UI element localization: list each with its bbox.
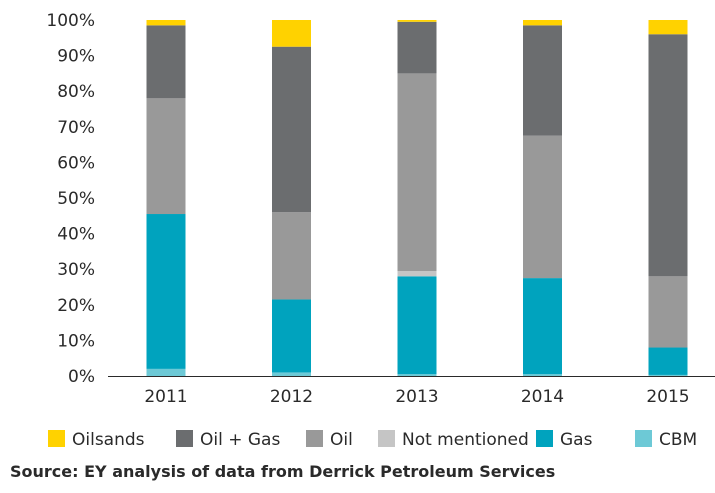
legend-item: Gas [536, 430, 593, 450]
legend-label: Oilsands [72, 430, 145, 450]
bar-segment-oil-gas-2011 [146, 25, 186, 99]
bar-segment-oil-gas-2014 [523, 25, 562, 136]
legend-label: CBM [659, 430, 697, 450]
y-tick-label: 90% [57, 47, 95, 67]
y-tick-label: 20% [57, 296, 95, 316]
legend-swatch [635, 430, 652, 447]
bar-segment-gas-2013 [397, 276, 437, 375]
bar-segment-oil-gas-2013 [397, 21, 437, 74]
y-tick-label: 40% [57, 225, 95, 245]
y-tick-label: 10% [57, 331, 95, 351]
legend-swatch [306, 430, 323, 447]
bar-segment-cbm-2011 [146, 368, 186, 376]
source-note: Source: EY analysis of data from Derrick… [10, 462, 556, 481]
bar-stack-2014 [523, 20, 562, 376]
legend-swatch [536, 430, 553, 447]
bar-segment-gas-2012 [272, 299, 311, 373]
legend-item: CBM [635, 430, 697, 450]
legend-label: Not mentioned [402, 430, 529, 450]
x-axis-ticks: 2011 2012 2013 2014 2015 [144, 387, 689, 407]
bar-segment-oilsands-2014 [523, 20, 562, 26]
bar-stack-2013 [397, 20, 437, 376]
bar-segment-oilsands-2011 [146, 20, 186, 26]
x-tick-label: 2013 [395, 387, 438, 407]
legend-item: Oilsands [48, 430, 145, 450]
legend-label: Gas [560, 430, 593, 450]
bar-segment-oil-2014 [523, 135, 562, 279]
y-axis-ticks: 0% 10% 20% 30% 40% 50% 60% 70% 80% 90% 100% [46, 11, 95, 387]
bar-segment-oilsands-2012 [272, 20, 311, 47]
y-tick-label: 60% [57, 153, 95, 173]
bar-segment-cbm-2014 [523, 374, 562, 376]
y-tick-label: 0% [68, 367, 95, 387]
bar-segment-oil-2015 [648, 276, 688, 348]
bar-segment-gas-2015 [648, 347, 688, 375]
y-tick-label: 50% [57, 189, 95, 209]
bar-stack-2015 [648, 20, 688, 376]
bar-segment-oilsands-2015 [648, 20, 688, 35]
legend-swatch [48, 430, 65, 447]
bar-segment-cbm-2012 [272, 372, 311, 376]
legend-label: Oil [330, 430, 353, 450]
bar-stacks [146, 20, 688, 376]
y-tick-label: 80% [57, 82, 95, 102]
bar-segment-cbm-2013 [397, 374, 437, 376]
legend-item: Not mentioned [378, 430, 529, 450]
bar-segment-oilsands-2013 [397, 20, 437, 22]
legend: Oilsands Oil + Gas Oil Not mentioned Gas CBM [48, 430, 697, 450]
bar-segment-not-mentioned-2013 [397, 270, 437, 277]
x-tick-label: 2011 [144, 387, 187, 407]
bar-stack-2012 [272, 20, 311, 376]
bar-segment-gas-2011 [146, 214, 186, 369]
x-tick-label: 2012 [270, 387, 313, 407]
x-tick-label: 2014 [521, 387, 564, 407]
legend-item: Oil + Gas [176, 430, 280, 450]
bar-segment-oil-2012 [272, 212, 311, 300]
legend-label: Oil + Gas [200, 430, 280, 450]
legend-swatch [378, 430, 395, 447]
bar-segment-oil-gas-2012 [272, 46, 311, 213]
bar-segment-cbm-2015 [648, 374, 688, 376]
bar-segment-oil-2013 [397, 73, 437, 271]
bar-segment-gas-2014 [523, 278, 562, 375]
bar-segment-oil-gas-2015 [648, 34, 688, 277]
legend-item: Oil [306, 430, 353, 450]
y-tick-label: 30% [57, 260, 95, 280]
legend-swatch [176, 430, 193, 447]
x-tick-label: 2015 [646, 387, 689, 407]
bar-stack-2011 [146, 20, 186, 376]
y-tick-label: 100% [46, 11, 95, 31]
y-tick-label: 70% [57, 118, 95, 138]
bar-segment-oil-2011 [146, 98, 186, 215]
